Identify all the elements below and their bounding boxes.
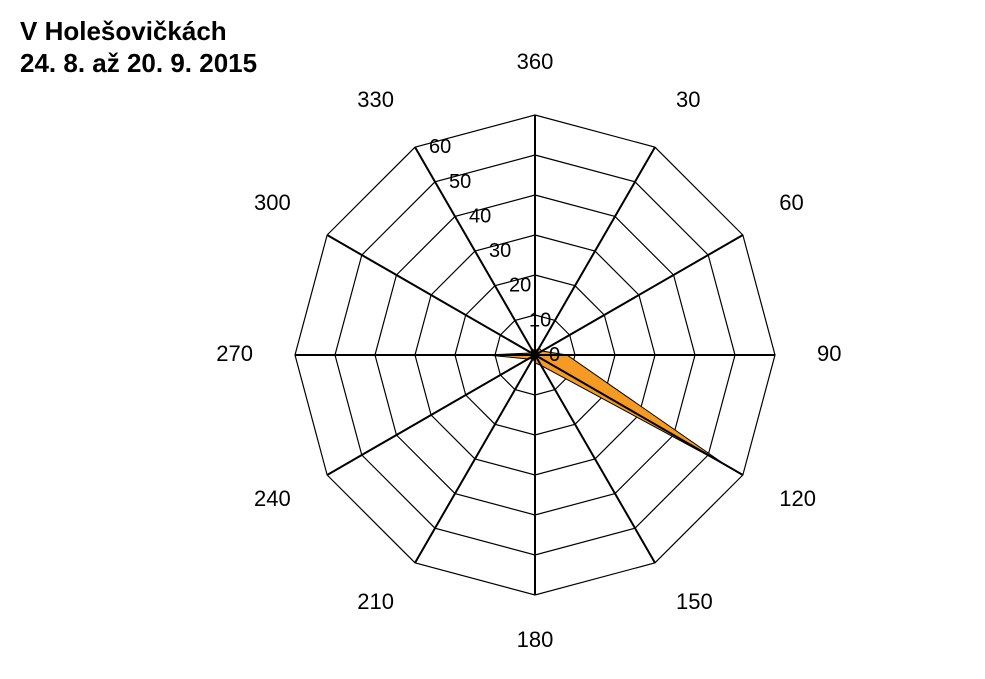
radial-tick-label: 20 xyxy=(509,275,531,297)
radar-spoke xyxy=(535,235,743,355)
radial-tick-label: 30 xyxy=(489,240,511,262)
angle-label: 150 xyxy=(676,589,713,614)
angle-label: 360 xyxy=(517,49,554,74)
angle-label: 330 xyxy=(357,87,394,112)
angle-label: 120 xyxy=(779,486,816,511)
radial-tick-label: 40 xyxy=(469,205,491,227)
wind-rose-radar-chart: 360 30 60 90 120 150 180 210 240 270 300 330 0 10 20 30… xyxy=(0,0,985,679)
radial-tick-label: 60 xyxy=(429,136,451,158)
radar-spoke xyxy=(327,355,535,475)
angle-label: 60 xyxy=(779,190,803,215)
radial-tick-label: 50 xyxy=(449,171,471,193)
radar-spoke xyxy=(535,355,743,475)
angle-label: 270 xyxy=(216,341,253,366)
angle-label: 30 xyxy=(676,87,700,112)
radar-spoke xyxy=(535,147,655,355)
angle-label: 300 xyxy=(254,190,291,215)
angle-label: 90 xyxy=(817,341,841,366)
angle-label: 210 xyxy=(357,589,394,614)
angle-label: 180 xyxy=(517,627,554,652)
radial-tick-label: 10 xyxy=(529,309,551,331)
angle-label: 240 xyxy=(254,486,291,511)
radar-spoke xyxy=(415,355,535,563)
radar-spoke xyxy=(415,147,535,355)
radial-tick-label: 0 xyxy=(549,344,560,366)
